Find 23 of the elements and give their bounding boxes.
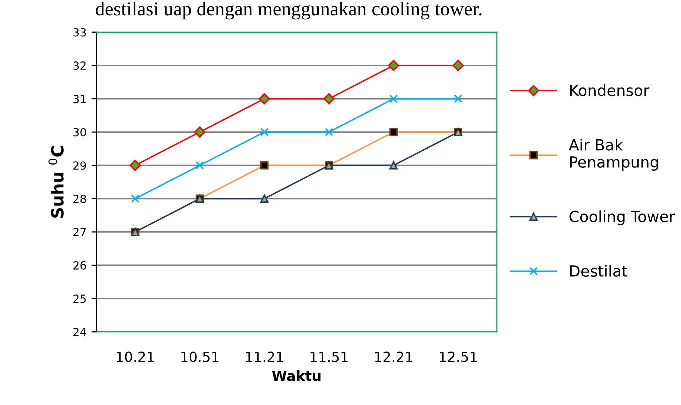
x-tick-label: 11.21 [246,352,284,362]
y-tick-label: 30 [74,128,86,137]
legend-label: Destilat [570,265,628,277]
x-tick-label: 12.21 [375,352,412,362]
x-tick-label: 10.51 [182,352,219,362]
y-tick-label: 25 [74,294,86,304]
y-tick-label: 31 [74,94,86,104]
y-tick-label: 27 [74,228,86,236]
y-tick-label: 28 [74,194,86,204]
legend-label: Air Bak Penampung [569,139,658,171]
y-axis-title: Suhu $^{0}$C [48,146,64,218]
legend-label: Cooling Tower [570,210,676,226]
y-tick-label: 26 [74,261,86,270]
y-tick-label: 32 [74,62,86,70]
y-tick-label: 33 [74,28,86,37]
y-tick-label: 29 [74,162,86,170]
x-axis-title: Waktu [272,370,321,382]
legend-label: Kondensor [570,84,650,96]
x-tick-label: 12.51 [440,352,477,362]
text: destilasi uap dengan menggunakan cooling tower. [96,2,482,20]
x-tick-label: 10.21 [117,352,154,362]
y-tick-label: 24 [74,328,86,336]
x-tick-label: 11.51 [310,352,348,362]
